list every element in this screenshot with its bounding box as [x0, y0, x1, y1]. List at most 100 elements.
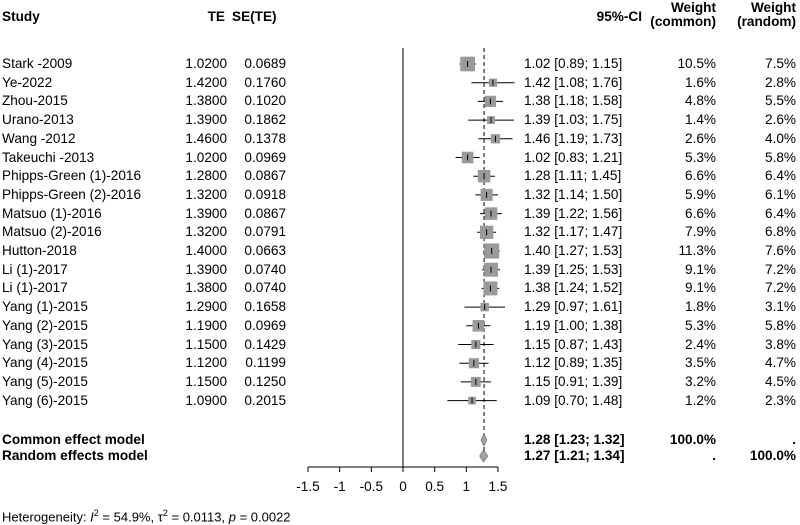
study-name: Yang (1)-2015: [2, 299, 88, 315]
study-te: 1.4000: [185, 243, 227, 258]
study-se: 0.1378: [244, 130, 286, 146]
study-se: 0.0791: [244, 224, 286, 240]
study-ci: 1.15 [0.87; 1.43]: [524, 336, 623, 352]
study-weight-random: 7.2%: [765, 261, 796, 277]
tau-label: τ: [157, 509, 163, 525]
header-te: TE: [207, 9, 225, 24]
study-ci: 1.02 [0.89; 1.15]: [524, 56, 623, 71]
study-name: Ye-2022: [2, 74, 53, 90]
study-name: Yang (5)-2015: [2, 373, 88, 389]
study-se: 0.0689: [244, 56, 286, 71]
pooled-ci: 1.27 [1.21; 1.34]: [524, 448, 625, 463]
study-weight-random: 6.4%: [765, 168, 796, 184]
study-ci: 1.38 [1.18; 1.58]: [524, 93, 623, 109]
x-tick-label: -1: [334, 479, 346, 494]
tau-sup: 2: [162, 508, 168, 518]
study-weight-common: 1.2%: [685, 392, 716, 408]
study-se: 0.0969: [244, 317, 286, 333]
pooled-name: Common effect model: [2, 432, 145, 447]
pooled-weight-random: 100.0%: [749, 448, 796, 463]
study-se: 0.0918: [244, 186, 286, 202]
study-weight-random: 4.7%: [765, 355, 796, 371]
i2-label: I: [90, 509, 94, 525]
study-name: Li (1)-2017: [2, 261, 68, 277]
study-ci: 1.39 [1.22; 1.56]: [524, 205, 623, 221]
study-name: Yang (4)-2015: [2, 355, 88, 371]
pooled-weight-common: .: [712, 448, 716, 463]
p-value: = 0.0022: [235, 509, 291, 525]
study-name: Hutton-2018: [2, 243, 77, 258]
study-ci: 1.46 [1.19; 1.73]: [524, 130, 623, 146]
pooled-weight-random: .: [792, 432, 796, 447]
header-se-te: SE(TE): [232, 9, 277, 24]
study-ci: 1.09 [0.70; 1.48]: [524, 392, 623, 408]
study-name: Yang (3)-2015: [2, 336, 88, 352]
study-se: 0.1862: [244, 112, 286, 128]
study-se: 0.2015: [244, 392, 286, 408]
study-weight-common: 1.4%: [685, 112, 716, 128]
header-study: Study: [2, 9, 40, 24]
study-name: Stark -2009: [2, 56, 73, 71]
x-tick-label: 1: [463, 479, 471, 494]
study-ci: 1.39 [1.03; 1.75]: [524, 112, 623, 128]
study-weight-random: 6.1%: [765, 186, 796, 202]
heterogeneity-prefix: Heterogeneity:: [2, 509, 91, 525]
study-name: Phipps-Green (2)-2016: [2, 186, 142, 202]
study-weight-random: 3.8%: [765, 336, 796, 352]
study-weight-random: 5.8%: [765, 317, 796, 333]
study-weight-random: 6.8%: [765, 224, 796, 240]
study-weight-common: 5.3%: [685, 149, 716, 165]
study-ci: 1.29 [0.97; 1.61]: [524, 299, 623, 315]
study-te: 1.3200: [185, 186, 227, 202]
study-name: Matsuo (2)-2016: [2, 224, 102, 240]
study-ci: 1.32 [1.14; 1.50]: [524, 186, 623, 202]
study-weight-common: 3.5%: [685, 355, 716, 371]
study-weight-common: 10.5%: [677, 56, 716, 71]
study-se: 0.1760: [244, 74, 286, 90]
study-se: 0.0969: [244, 149, 286, 165]
study-te: 1.2800: [185, 168, 227, 184]
study-te: 1.4600: [185, 130, 227, 146]
study-name: Matsuo (1)-2016: [2, 205, 102, 221]
study-ci: 1.38 [1.24; 1.52]: [524, 280, 623, 296]
study-se: 0.0740: [244, 261, 286, 277]
study-weight-common: 9.1%: [685, 280, 716, 296]
pooled-diamond: [479, 449, 489, 463]
study-name: Wang -2012: [2, 130, 76, 146]
study-te: 1.4200: [185, 74, 227, 90]
study-te: 1.1200: [185, 355, 227, 371]
study-te: 1.1500: [185, 336, 227, 352]
x-tick-label: 0: [399, 479, 407, 494]
study-se: 0.1429: [244, 336, 286, 352]
header-weight-common-2: (common): [650, 14, 716, 29]
study-ci: 1.12 [0.89; 1.35]: [524, 355, 623, 371]
study-te: 1.3900: [185, 112, 227, 128]
x-tick-label: 0.5: [425, 479, 444, 494]
study-se: 0.1658: [244, 299, 286, 315]
study-weight-common: 6.6%: [685, 168, 716, 184]
study-te: 1.3800: [185, 93, 227, 109]
study-se: 0.0663: [244, 243, 286, 258]
study-weight-common: 2.6%: [685, 130, 716, 146]
study-weight-random: 7.5%: [765, 56, 796, 71]
study-ci: 1.28 [1.11; 1.45]: [524, 168, 622, 184]
study-se: 0.0740: [244, 280, 286, 296]
study-se: 0.0867: [244, 168, 286, 184]
study-ci: 1.02 [0.83; 1.21]: [524, 149, 623, 165]
study-weight-random: 3.1%: [765, 299, 796, 315]
pooled-ci: 1.28 [1.23; 1.32]: [524, 432, 625, 447]
header-ci: 95%-CI: [596, 9, 642, 24]
x-tick-label: -0.5: [360, 479, 383, 494]
study-weight-common: 4.8%: [685, 93, 716, 109]
study-weight-random: 7.2%: [765, 280, 796, 296]
pooled-weight-common: 100.0%: [669, 432, 716, 447]
study-ci: 1.40 [1.27; 1.53]: [524, 243, 623, 258]
header-weight-random-1: Weight: [750, 0, 796, 15]
study-name: Yang (2)-2015: [2, 317, 88, 333]
study-weight-common: 11.3%: [678, 243, 716, 258]
x-tick-label: -1.5: [296, 479, 319, 494]
study-se: 0.0867: [244, 205, 286, 221]
study-te: 1.1900: [185, 317, 227, 333]
